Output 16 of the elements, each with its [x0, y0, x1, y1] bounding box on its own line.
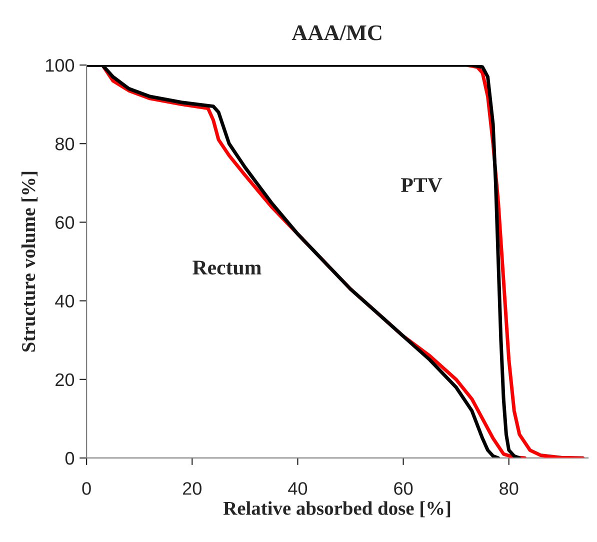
x-tick-label: 60 [394, 482, 413, 495]
y-tick-label: 80 [55, 138, 74, 150]
y-tick-label: 40 [55, 294, 74, 308]
y-tick-label: 0 [65, 452, 74, 465]
x-tick-label: 80 [500, 482, 518, 495]
x-tick-label: 0 [82, 482, 91, 495]
x-axis-title: Relative absorbed dose [%] [223, 501, 450, 518]
annotation: PTV [401, 178, 442, 192]
y-tick-label: 20 [56, 373, 74, 386]
y-axis-title: Structure volume [%] [21, 172, 38, 352]
y-tick-label: 60 [56, 216, 74, 229]
x-tick-label: 40 [288, 482, 308, 495]
x-tick-label: 20 [183, 482, 202, 495]
annotation: Rectum [192, 260, 262, 275]
y-tick-label: 100 [46, 58, 74, 72]
chart-title: AAA/MC [292, 25, 382, 40]
